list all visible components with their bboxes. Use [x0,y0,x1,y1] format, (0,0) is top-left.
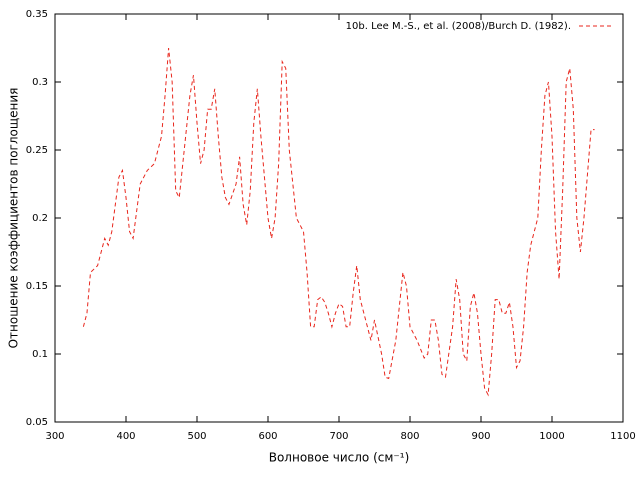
y-tick-label: 0.3 [32,77,48,88]
x-tick-label: 300 [45,431,64,442]
x-tick-label: 500 [187,431,206,442]
plot-border [54,13,624,423]
y-tick-label: 0.05 [26,417,48,428]
x-tick-label: 600 [258,431,277,442]
y-tick-label: 0.35 [26,9,48,20]
x-tick-label: 400 [116,431,135,442]
y-tick-label: 0.1 [32,349,48,360]
y-tick-label: 0.15 [26,281,48,292]
y-tick-label: 0.25 [26,145,48,156]
legend-label: 10b. Lee M.-S., et al. (2008)/Burch D. (… [346,21,571,32]
x-tick-label: 800 [400,431,419,442]
x-tick-label: 900 [471,431,490,442]
x-tick-label: 1100 [610,431,635,442]
x-axis-label: Волновое число (см⁻¹) [269,451,410,465]
data-line [82,47,595,397]
y-axis-label: Отношение коэффициентов поглощения [7,88,21,349]
x-tick-label: 1000 [539,431,564,442]
y-tick-label: 0.2 [32,213,48,224]
x-tick-label: 700 [329,431,348,442]
